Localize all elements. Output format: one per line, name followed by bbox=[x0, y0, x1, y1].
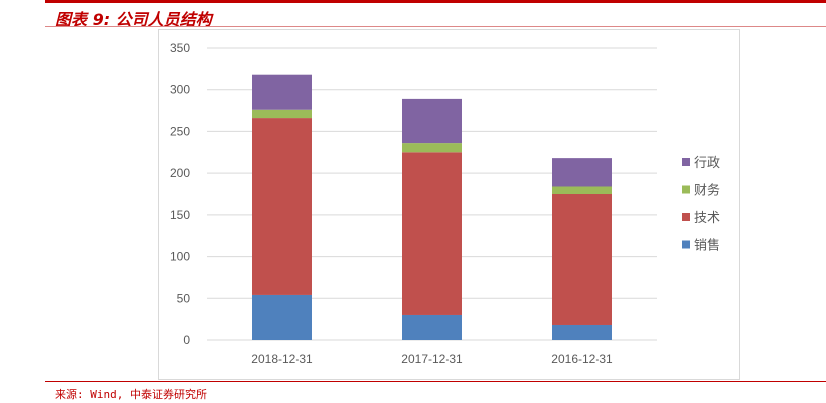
y-tick-label: 350 bbox=[170, 41, 190, 55]
legend-label: 财务 bbox=[694, 183, 720, 199]
legend-swatch bbox=[682, 158, 690, 166]
bar-segment-财务 bbox=[552, 186, 612, 194]
source-note: 来源: Wind, 中泰证券研究所 bbox=[55, 388, 207, 401]
footer-rule bbox=[45, 381, 826, 382]
title-underline bbox=[45, 26, 826, 27]
legend-swatch bbox=[682, 185, 690, 194]
legend-label: 销售 bbox=[694, 238, 720, 254]
bar-segment-财务 bbox=[402, 143, 462, 153]
y-tick-label: 250 bbox=[170, 124, 190, 138]
y-tick-label: 150 bbox=[170, 208, 190, 222]
title-top-rule bbox=[45, 0, 826, 3]
legend-label: 行政 bbox=[694, 156, 720, 171]
x-tick-label: 2017-12-31 bbox=[401, 352, 463, 366]
y-tick-label: 200 bbox=[170, 166, 190, 180]
figure-title: 图表 9: 公司人员结构 bbox=[55, 10, 212, 29]
bar-segment-销售 bbox=[402, 314, 462, 340]
legend-swatch bbox=[682, 213, 690, 221]
x-tick-label: 2016-12-31 bbox=[551, 352, 613, 366]
y-tick-label: 100 bbox=[170, 250, 190, 264]
bar-segment-行政 bbox=[552, 158, 612, 187]
bar-segment-技术 bbox=[252, 118, 312, 295]
y-tick-label: 0 bbox=[183, 333, 190, 347]
y-tick-label: 50 bbox=[177, 291, 191, 305]
bar-segment-技术 bbox=[552, 194, 612, 325]
bar-segment-销售 bbox=[252, 294, 312, 340]
chart-frame bbox=[158, 29, 740, 380]
legend-swatch bbox=[682, 240, 690, 249]
x-tick-label: 2018-12-31 bbox=[251, 352, 313, 366]
y-tick-label: 300 bbox=[170, 83, 190, 97]
bar-segment-销售 bbox=[552, 324, 612, 340]
legend-label: 技术 bbox=[694, 211, 720, 226]
bar-segment-财务 bbox=[252, 109, 312, 119]
bar-segment-行政 bbox=[252, 74, 312, 110]
bar-segment-技术 bbox=[402, 152, 462, 315]
bar-segment-行政 bbox=[402, 98, 462, 144]
